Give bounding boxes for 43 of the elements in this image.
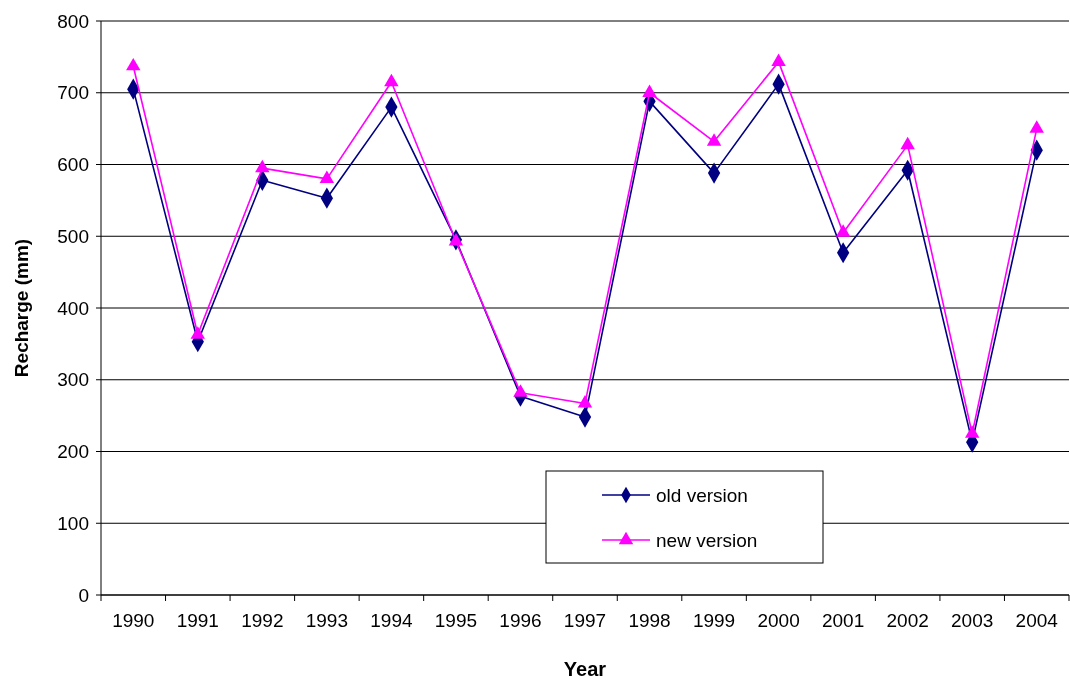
- x-tick-label: 2000: [757, 610, 800, 631]
- y-tick-label: 100: [57, 512, 89, 534]
- point: [319, 170, 335, 184]
- y-tick-label: 0: [78, 584, 89, 606]
- y-tick-label: 700: [57, 82, 89, 104]
- x-tick-label: 1994: [370, 610, 413, 631]
- point: [642, 84, 657, 97]
- x-axis-title: Year: [563, 658, 607, 680]
- x-tick-label: 1997: [563, 610, 607, 631]
- x-tick-label: 1998: [628, 610, 671, 631]
- x-tick-label: 1990: [112, 610, 155, 631]
- x-tick-label: 1999: [692, 610, 736, 631]
- x-tick-label: 2003: [951, 610, 994, 631]
- x-tick-label: 1993: [305, 610, 349, 631]
- x-tick-label: 1991: [176, 610, 219, 631]
- point: [384, 73, 399, 87]
- point: [513, 384, 528, 397]
- y-tick-label: 400: [57, 297, 89, 319]
- point: [577, 395, 593, 408]
- point: [126, 57, 141, 71]
- y-tick-label: 800: [57, 10, 89, 32]
- legend-label: old version: [656, 484, 748, 506]
- point: [835, 224, 851, 237]
- point: [900, 136, 915, 150]
- legend-label: new version: [656, 529, 758, 551]
- x-tick-label: 1995: [434, 610, 478, 631]
- y-tick-label: 200: [57, 441, 89, 463]
- point: [190, 326, 206, 339]
- x-tick-label: 1996: [499, 610, 542, 631]
- x-tick-label: 2002: [886, 610, 929, 631]
- point: [448, 232, 464, 246]
- y-axis-title: Recharge (mm): [11, 238, 32, 378]
- y-tick-label: 300: [57, 369, 89, 391]
- x-tick-label: 2001: [821, 610, 865, 631]
- point: [706, 133, 722, 146]
- y-tick-label: 600: [57, 154, 89, 176]
- point: [1029, 120, 1044, 133]
- y-tick-label: 500: [57, 225, 89, 247]
- x-tick-label: 1992: [241, 610, 284, 631]
- point: [255, 159, 270, 173]
- point: [771, 53, 786, 67]
- point: [964, 425, 980, 438]
- x-tick-label: 2004: [1015, 610, 1059, 631]
